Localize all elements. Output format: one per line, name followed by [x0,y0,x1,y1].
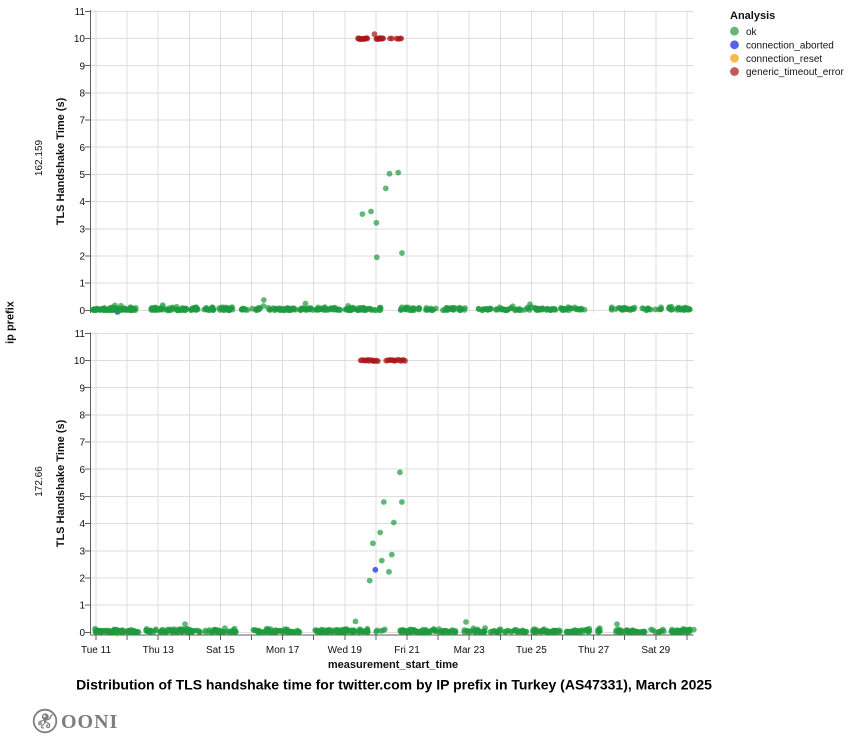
svg-text:2: 2 [79,252,85,263]
svg-text:11: 11 [75,7,86,18]
svg-text:10: 10 [74,34,86,45]
svg-text:8: 8 [79,411,85,422]
svg-text:ok: ok [746,27,758,38]
svg-text:172.66: 172.66 [34,466,45,497]
svg-text:5: 5 [79,170,85,181]
svg-text:Thu 13: Thu 13 [143,645,175,656]
svg-text:generic_timeout_error: generic_timeout_error [746,67,844,78]
svg-text:Analysis: Analysis [730,10,775,22]
svg-text:4: 4 [79,519,85,530]
svg-text:10: 10 [74,356,86,367]
svg-text:Sat 15: Sat 15 [206,645,235,656]
svg-text:connection_reset: connection_reset [746,54,822,65]
svg-text:8: 8 [79,89,85,100]
svg-text:Distribution of TLS handshake: Distribution of TLS handshake time for t… [76,677,712,693]
svg-text:TLS Handshake Time (s): TLS Handshake Time (s) [55,419,67,547]
svg-text:9: 9 [79,383,85,394]
svg-text:Mon 17: Mon 17 [266,645,300,656]
svg-text:2: 2 [79,574,85,585]
svg-text:7: 7 [79,438,85,449]
svg-text:ip prefix: ip prefix [5,300,17,344]
svg-text:Fri 21: Fri 21 [394,645,420,656]
svg-text:connection_aborted: connection_aborted [746,40,834,51]
svg-text:1: 1 [79,601,85,612]
svg-text:6: 6 [79,465,85,476]
svg-text:5: 5 [79,492,85,503]
svg-text:162.159: 162.159 [34,139,45,176]
svg-text:Tue 25: Tue 25 [516,645,547,656]
svg-text:1: 1 [79,279,85,290]
svg-text:7: 7 [79,116,85,127]
svg-text:Wed 19: Wed 19 [328,645,363,656]
svg-text:0: 0 [79,628,85,639]
svg-text:9: 9 [79,61,85,72]
svg-text:Thu 27: Thu 27 [578,645,610,656]
svg-text:4: 4 [79,197,85,208]
svg-text:measurement_start_time: measurement_start_time [328,659,458,671]
svg-text:OONI: OONI [61,711,118,733]
svg-text:3: 3 [79,546,85,557]
svg-text:Sat 29: Sat 29 [641,645,670,656]
svg-text:3: 3 [79,224,85,235]
svg-text:TLS Handshake Time (s): TLS Handshake Time (s) [55,97,67,225]
svg-text:6: 6 [79,143,85,154]
svg-text:0: 0 [79,306,85,317]
svg-text:Mar 23: Mar 23 [454,645,486,656]
svg-text:Tue 11: Tue 11 [81,645,111,656]
svg-text:11: 11 [75,329,86,340]
